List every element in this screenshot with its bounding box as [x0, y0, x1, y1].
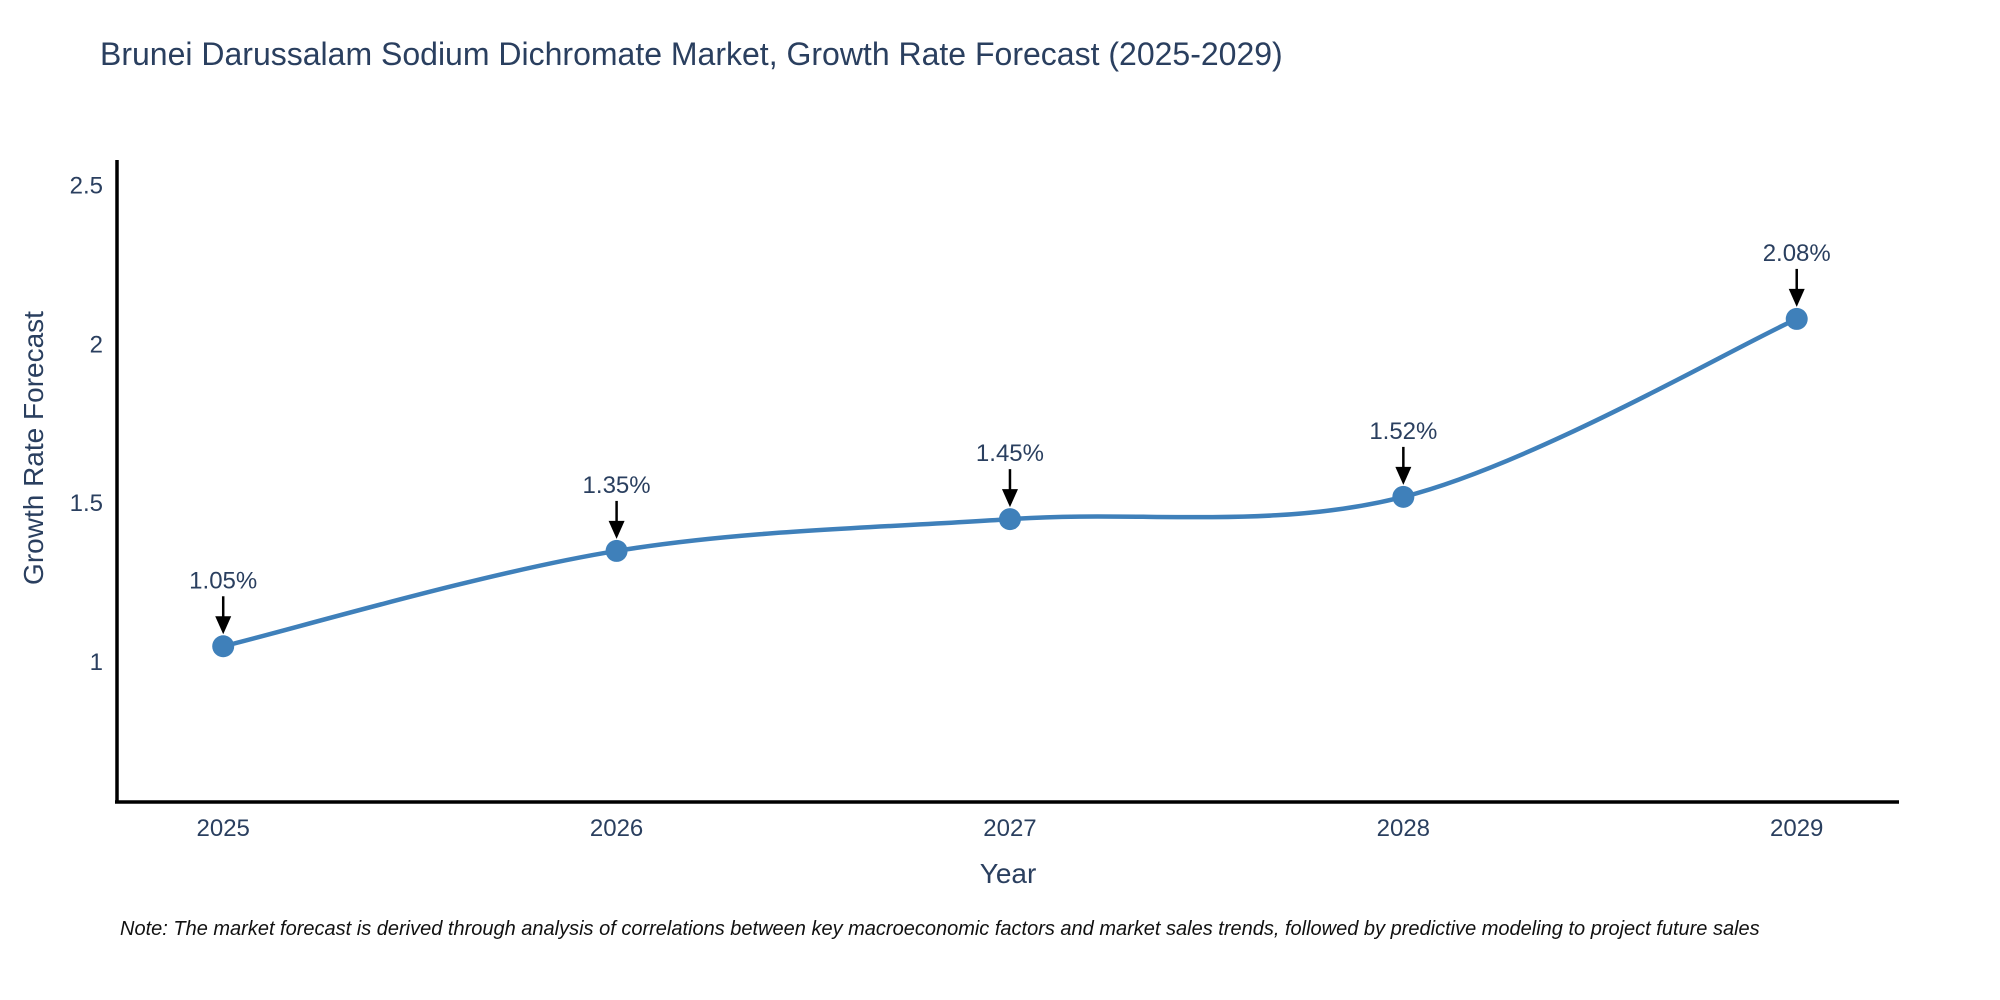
annotation-arrow-head	[608, 520, 625, 539]
data-point[interactable]	[1392, 485, 1415, 508]
y-tick-label: 1	[90, 649, 103, 676]
annotation-arrow-head	[1001, 489, 1018, 508]
data-point[interactable]	[605, 539, 628, 562]
point-value-label: 1.05%	[189, 567, 257, 594]
y-tick-label: 2.5	[70, 172, 103, 199]
data-point[interactable]	[212, 635, 235, 658]
data-point[interactable]	[998, 508, 1021, 531]
annotation-arrow-head	[1788, 288, 1805, 307]
annotation-arrow-head	[1395, 466, 1412, 485]
point-value-label: 2.08%	[1763, 240, 1831, 267]
footnote-text: Note: The market forecast is derived thr…	[120, 918, 1760, 940]
x-tick-label: 2026	[590, 815, 643, 842]
y-tick-label: 1.5	[70, 490, 103, 517]
point-value-label: 1.52%	[1369, 418, 1437, 445]
x-axis-title: Year	[979, 858, 1037, 889]
annotation-arrow-head	[215, 616, 232, 635]
chart-title: Brunei Darussalam Sodium Dichromate Mark…	[100, 36, 1283, 72]
point-value-label: 1.35%	[583, 472, 651, 499]
x-tick-label: 2029	[1770, 815, 1823, 842]
x-tick-label: 2025	[197, 815, 250, 842]
data-point[interactable]	[1785, 307, 1808, 330]
point-value-label: 1.45%	[976, 440, 1044, 467]
y-tick-label: 2	[90, 331, 103, 358]
x-tick-label: 2027	[983, 815, 1036, 842]
x-tick-label: 2028	[1377, 815, 1430, 842]
